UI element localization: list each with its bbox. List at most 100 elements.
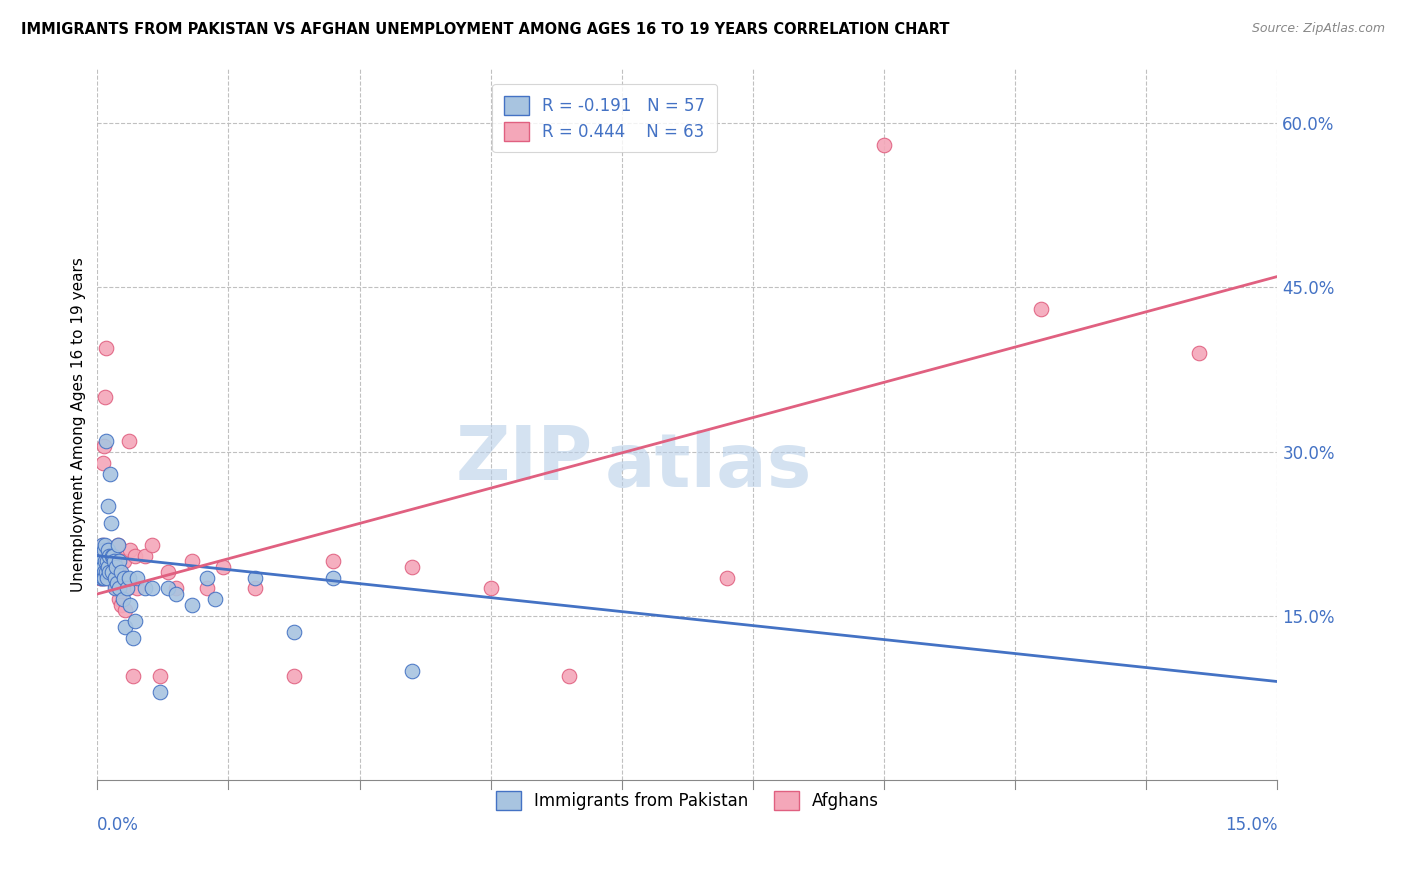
Point xyxy=(117,582,139,596)
Point xyxy=(98,570,121,584)
Point xyxy=(1188,346,1211,360)
Point xyxy=(141,582,163,596)
Point xyxy=(112,570,135,584)
Point xyxy=(243,570,266,584)
Point xyxy=(104,570,127,584)
Point xyxy=(100,516,122,530)
Point xyxy=(134,549,156,563)
Point xyxy=(104,582,127,596)
Point xyxy=(93,543,115,558)
Point xyxy=(94,554,117,568)
Point xyxy=(93,559,115,574)
Point xyxy=(118,570,141,584)
Point xyxy=(104,549,127,563)
Point xyxy=(97,565,120,579)
Point xyxy=(97,559,120,574)
Point xyxy=(157,565,180,579)
Point xyxy=(197,582,219,596)
Point xyxy=(94,565,117,579)
Point xyxy=(157,582,180,596)
Point xyxy=(114,620,136,634)
Point xyxy=(89,559,111,574)
Text: 0.0%: 0.0% xyxy=(97,815,139,834)
Point xyxy=(93,439,115,453)
Point xyxy=(101,554,124,568)
Point xyxy=(104,565,127,579)
Y-axis label: Unemployment Among Ages 16 to 19 years: Unemployment Among Ages 16 to 19 years xyxy=(72,257,86,591)
Point xyxy=(94,434,117,448)
Point xyxy=(90,570,112,584)
Point xyxy=(94,554,117,568)
Point xyxy=(124,549,146,563)
Point xyxy=(101,565,124,579)
Point xyxy=(90,570,112,584)
Point xyxy=(93,565,115,579)
Point xyxy=(98,565,121,579)
Point xyxy=(165,587,187,601)
Point xyxy=(91,570,114,584)
Point xyxy=(89,559,111,574)
Point xyxy=(212,559,235,574)
Point xyxy=(108,582,131,596)
Point xyxy=(243,582,266,596)
Point xyxy=(283,669,305,683)
Point xyxy=(100,554,122,568)
Point xyxy=(91,554,114,568)
Point xyxy=(94,390,117,404)
Point xyxy=(149,669,172,683)
Point xyxy=(120,598,142,612)
Point xyxy=(98,549,121,563)
Point xyxy=(322,570,344,584)
Point xyxy=(141,538,163,552)
Point xyxy=(401,559,423,574)
Text: IMMIGRANTS FROM PAKISTAN VS AFGHAN UNEMPLOYMENT AMONG AGES 16 TO 19 YEARS CORREL: IMMIGRANTS FROM PAKISTAN VS AFGHAN UNEMP… xyxy=(21,22,949,37)
Point xyxy=(283,625,305,640)
Point xyxy=(134,582,156,596)
Point xyxy=(96,554,118,568)
Point xyxy=(108,565,131,579)
Point xyxy=(91,559,114,574)
Point xyxy=(121,669,143,683)
Point xyxy=(87,554,110,568)
Point xyxy=(111,592,134,607)
Point xyxy=(110,565,132,579)
Point xyxy=(97,554,120,568)
Point xyxy=(107,554,129,568)
Point xyxy=(180,554,202,568)
Text: ZIP: ZIP xyxy=(456,424,593,496)
Point xyxy=(401,664,423,678)
Point xyxy=(107,592,129,607)
Point xyxy=(120,543,142,558)
Point xyxy=(716,570,738,584)
Point xyxy=(107,538,129,552)
Point xyxy=(111,582,134,596)
Point xyxy=(204,592,226,607)
Point xyxy=(107,538,129,552)
Point xyxy=(117,582,139,596)
Text: 15.0%: 15.0% xyxy=(1225,815,1278,834)
Point xyxy=(105,576,128,591)
Point xyxy=(873,138,896,153)
Point xyxy=(121,631,143,645)
Point xyxy=(125,570,148,584)
Point xyxy=(96,549,118,563)
Point xyxy=(98,559,121,574)
Point xyxy=(105,582,128,596)
Point xyxy=(101,549,124,563)
Point xyxy=(118,434,141,448)
Point xyxy=(96,570,118,584)
Point xyxy=(124,615,146,629)
Point xyxy=(89,570,111,584)
Point xyxy=(110,598,132,612)
Point xyxy=(97,500,120,514)
Point xyxy=(100,549,122,563)
Point xyxy=(105,559,128,574)
Text: atlas: atlas xyxy=(605,431,813,503)
Point xyxy=(558,669,581,683)
Point xyxy=(479,582,502,596)
Point xyxy=(97,570,120,584)
Point xyxy=(97,543,120,558)
Point xyxy=(322,554,344,568)
Point xyxy=(93,570,115,584)
Legend: Immigrants from Pakistan, Afghans: Immigrants from Pakistan, Afghans xyxy=(484,779,890,822)
